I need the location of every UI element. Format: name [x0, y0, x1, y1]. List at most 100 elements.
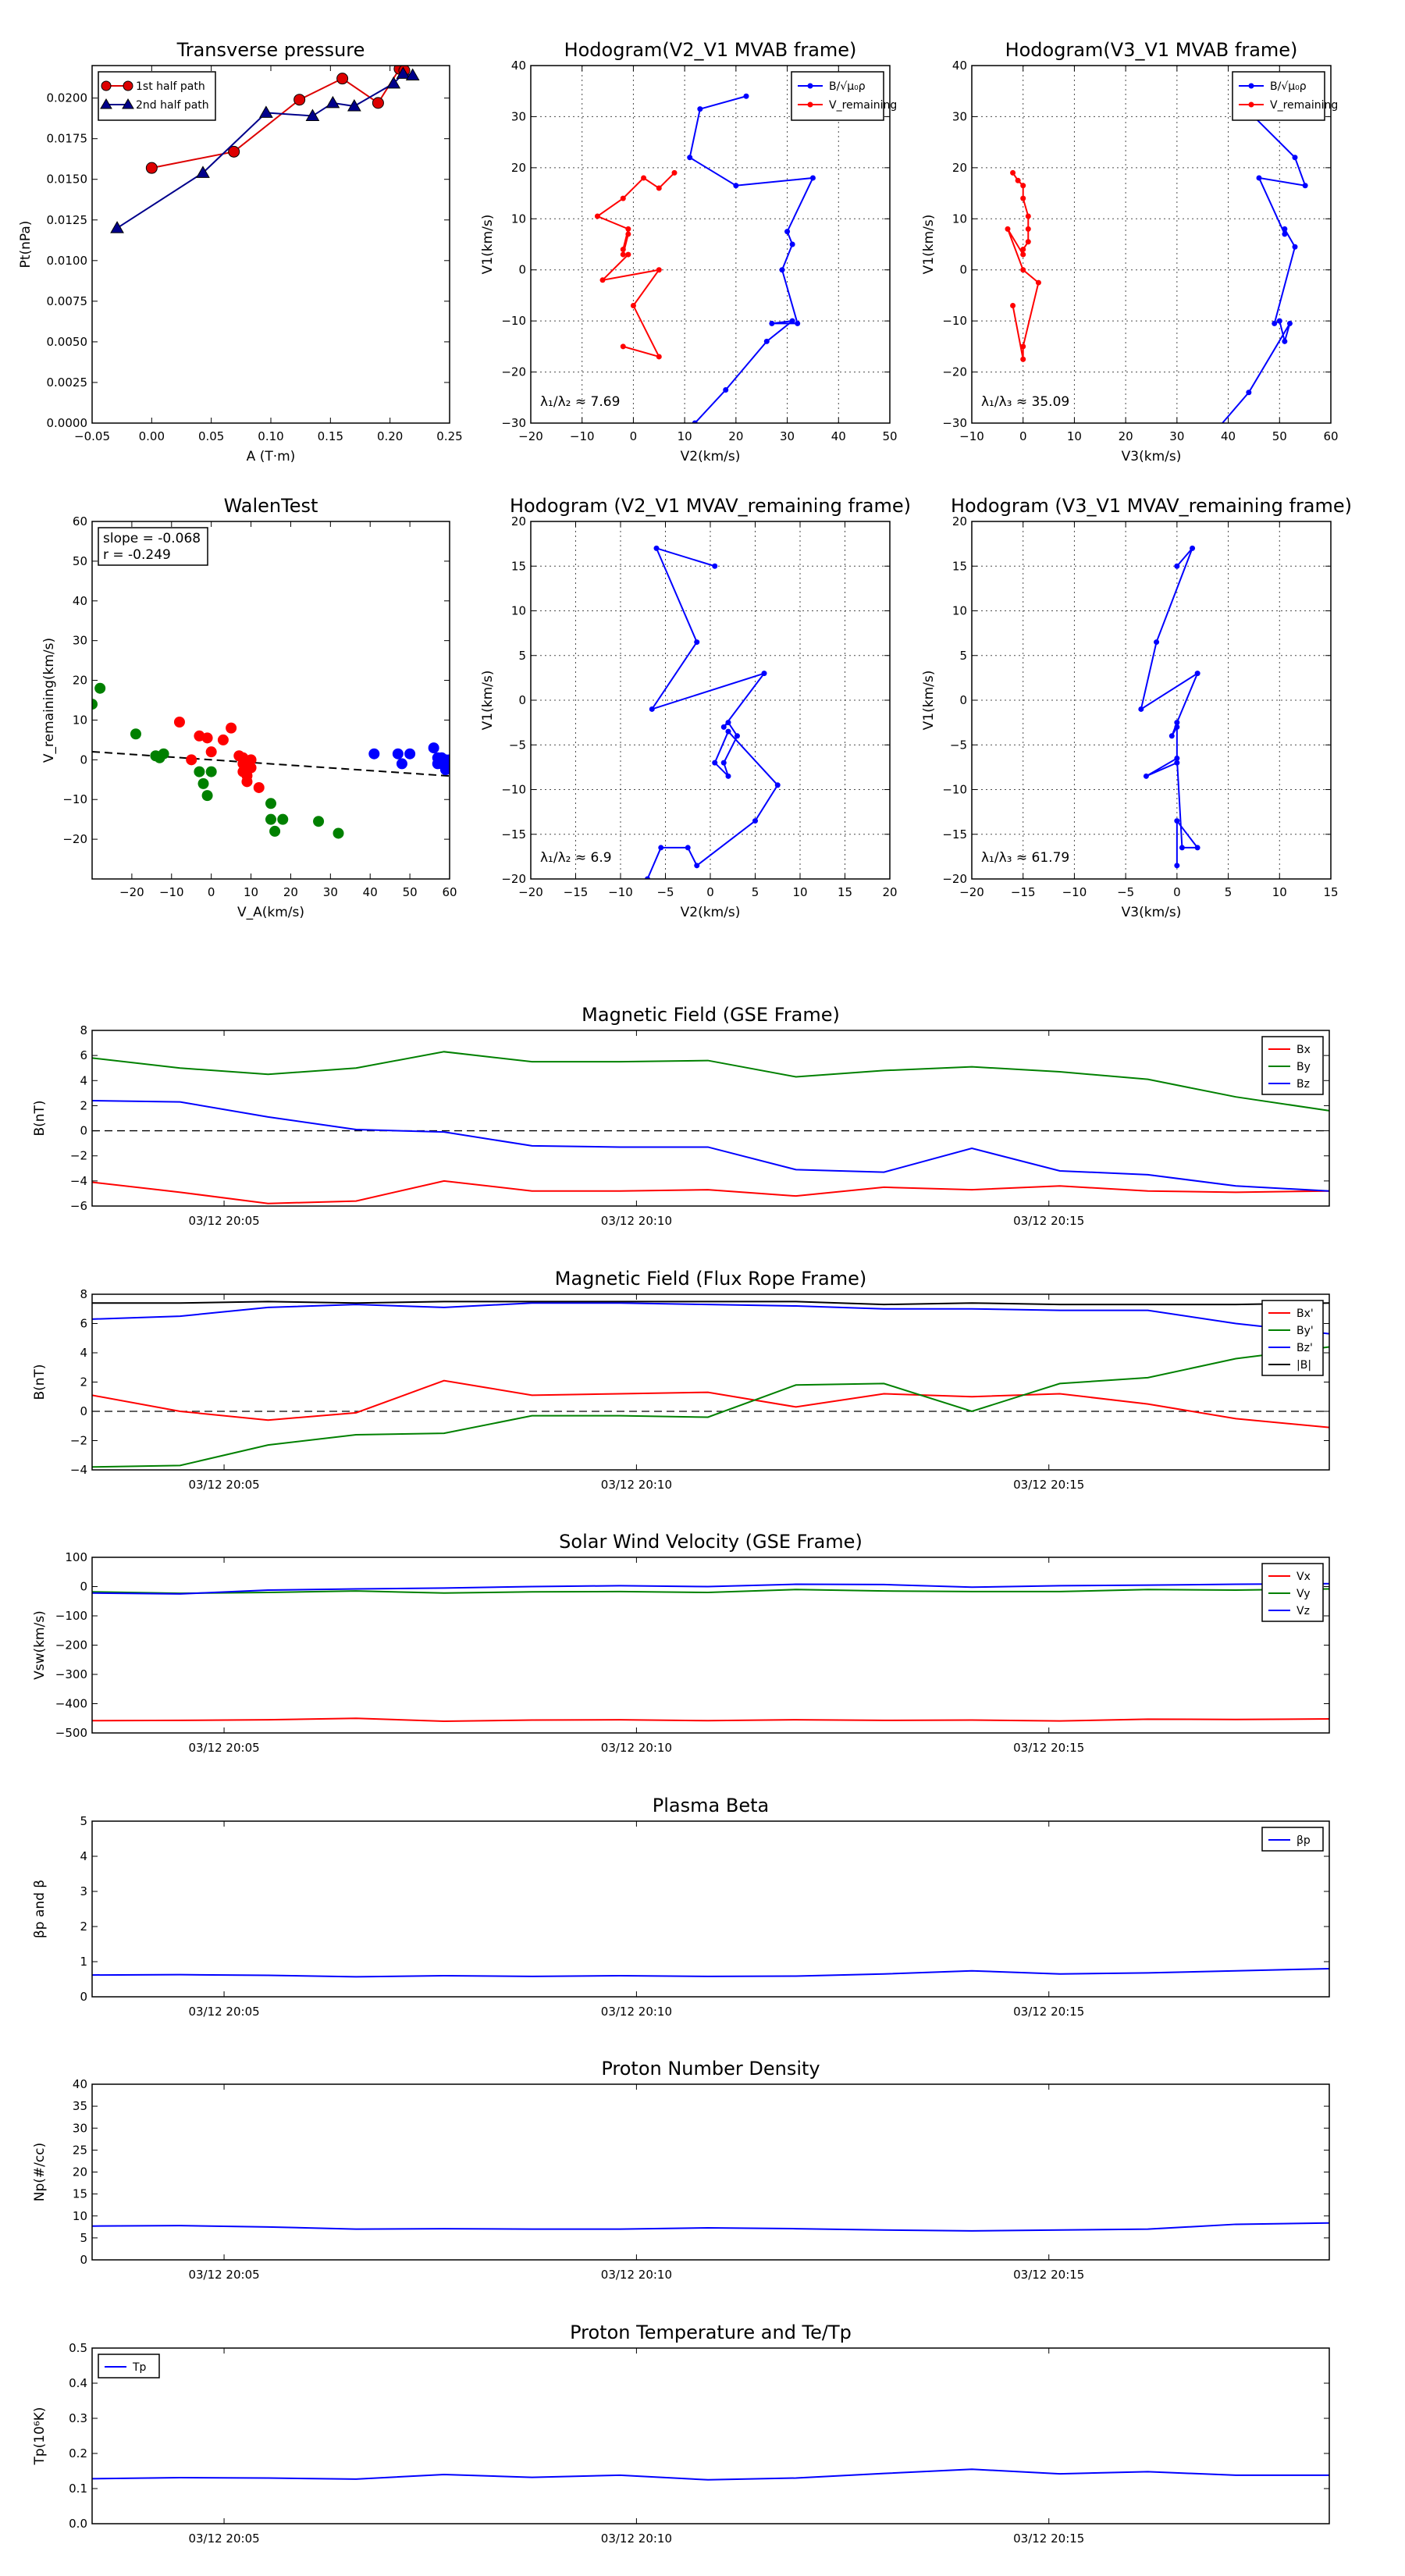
- data-point: [305, 109, 320, 122]
- series-line: [1140, 547, 1200, 866]
- y-tick-label: 20: [511, 161, 526, 175]
- y-tick-label: −10: [62, 792, 87, 806]
- data-point: [1010, 303, 1016, 309]
- data-point: [158, 748, 169, 760]
- legend-marker: [101, 80, 112, 91]
- x-tick-label: 40: [831, 429, 846, 443]
- x-tick-label: 10: [792, 885, 807, 899]
- legend-label: Vy: [1297, 1588, 1311, 1600]
- y-tick-label: 4: [80, 1849, 87, 1863]
- y-tick-label: 20: [952, 161, 967, 175]
- x-tick-label: 03/12 20:05: [188, 2268, 259, 2282]
- y-tick-label: 0.0175: [47, 132, 88, 146]
- x-tick-label: 03/12 20:15: [1013, 1478, 1084, 1492]
- y-tick-label: 10: [73, 713, 87, 727]
- x-tick-label: 03/12 20:15: [1013, 2532, 1084, 2546]
- data-point: [396, 758, 407, 770]
- series-line: [91, 1968, 1330, 1978]
- data-point: [620, 195, 626, 201]
- x-tick-label: 0.05: [198, 429, 224, 443]
- axes-frame: [91, 2347, 1330, 2524]
- data-point: [1272, 320, 1278, 326]
- legend-label: Bz: [1297, 1078, 1310, 1091]
- data-point: [723, 386, 729, 393]
- x-tick-label: 40: [363, 885, 378, 899]
- panel-title: Proton Temperature and Te/Tp: [570, 2322, 852, 2343]
- ratio-annotation: λ₁/λ₃ ≈ 61.79: [981, 850, 1069, 866]
- panel-title: Hodogram(V3_V1 MVAB frame): [1005, 39, 1298, 61]
- x-tick-label: 0.00: [139, 429, 165, 443]
- y-tick-label: 0.0025: [47, 375, 88, 390]
- x-tick-label: 0: [1019, 429, 1027, 443]
- data-point: [1020, 251, 1026, 258]
- x-axis-label: V_A(km/s): [237, 905, 304, 920]
- y-tick-label: −400: [55, 1697, 87, 1711]
- data-point: [735, 733, 740, 739]
- x-axis-label: V3(km/s): [1122, 449, 1182, 464]
- x-tick-label: 60: [1323, 429, 1338, 443]
- legend-label: 1st half path: [136, 80, 205, 93]
- data-point: [1282, 226, 1288, 232]
- data-point: [1174, 563, 1180, 569]
- x-tick-label: −20: [518, 429, 543, 443]
- data-point: [1020, 247, 1026, 253]
- data-point: [428, 742, 439, 754]
- x-tick-label: 10: [244, 885, 258, 899]
- y-tick-label: 0.0100: [47, 254, 88, 268]
- y-tick-label: 40: [511, 59, 526, 73]
- x-tick-label: 03/12 20:10: [601, 2532, 672, 2546]
- data-point: [1154, 639, 1160, 646]
- x-tick-label: 03/12 20:10: [601, 1741, 672, 1755]
- axes-frame: [91, 521, 450, 880]
- data-point: [620, 251, 626, 258]
- data-point: [769, 320, 775, 326]
- x-tick-label: 03/12 20:05: [188, 2532, 259, 2546]
- y-tick-label: 0.0050: [47, 335, 88, 349]
- legend-label: 2nd half path: [136, 99, 209, 112]
- data-point: [1256, 175, 1262, 181]
- data-point: [145, 162, 158, 174]
- data-point: [625, 226, 631, 232]
- x-tick-label: 0: [706, 885, 714, 899]
- data-point: [186, 754, 197, 766]
- y-tick-label: 30: [73, 634, 87, 648]
- data-point: [1020, 267, 1026, 273]
- y-tick-label: 1: [80, 1955, 87, 1969]
- x-tick-label: 03/12 20:05: [188, 1478, 259, 1492]
- x-tick-label: 30: [780, 429, 795, 443]
- axes-frame: [91, 1030, 1330, 1207]
- annotation-text: slope = -0.068: [103, 531, 201, 546]
- x-tick-label: 0.25: [436, 429, 462, 443]
- legend-box: [791, 71, 884, 121]
- data-point: [1005, 226, 1011, 232]
- y-tick-label: 60: [73, 514, 87, 528]
- data-point: [110, 221, 124, 233]
- y-tick-label: −200: [55, 1638, 87, 1653]
- legend-marker: [807, 101, 813, 108]
- x-tick-label: 03/12 20:10: [601, 1214, 672, 1228]
- y-tick-label: −5: [509, 738, 526, 752]
- data-point: [599, 277, 606, 283]
- axes-frame: [530, 65, 891, 424]
- x-tick-label: 30: [323, 885, 338, 899]
- data-point: [743, 93, 749, 99]
- y-tick-label: −300: [55, 1667, 87, 1681]
- x-tick-label: 0: [630, 429, 638, 443]
- data-point: [194, 766, 205, 777]
- data-point: [1143, 773, 1149, 779]
- legend-marker: [123, 80, 133, 91]
- data-point: [725, 720, 731, 726]
- data-point: [1179, 845, 1185, 851]
- data-point: [752, 818, 758, 824]
- y-tick-label: −10: [501, 314, 526, 328]
- x-tick-label: 20: [728, 429, 743, 443]
- y-tick-label: 25: [73, 2143, 87, 2157]
- legend-label: Bz': [1297, 1342, 1313, 1354]
- y-tick-label: 2: [80, 1920, 87, 1934]
- data-point: [653, 545, 660, 551]
- y-tick-label: 15: [511, 559, 526, 573]
- x-tick-label: 10: [1067, 429, 1082, 443]
- data-point: [763, 338, 770, 344]
- data-point: [372, 97, 384, 109]
- data-point: [386, 76, 401, 89]
